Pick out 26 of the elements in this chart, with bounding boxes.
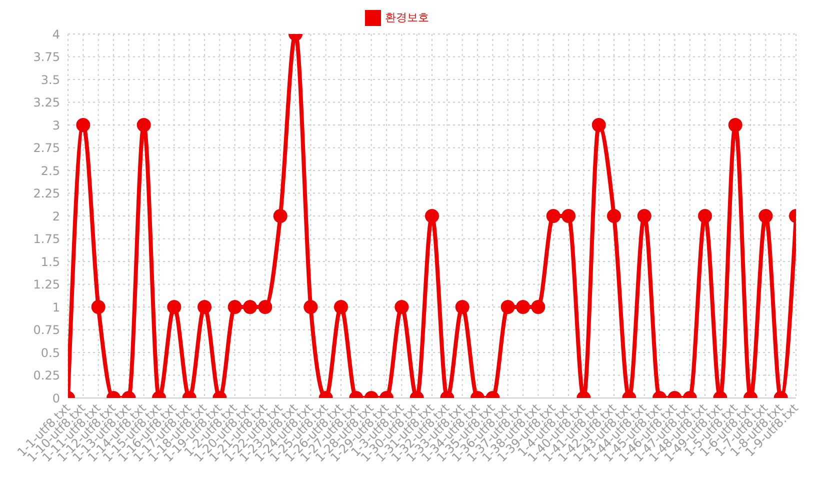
point (425, 209, 439, 223)
point (637, 209, 652, 223)
y-tick-label: 0.5 (40, 346, 60, 360)
point (273, 209, 288, 223)
point (758, 209, 773, 223)
y-tick-label: 3.75 (33, 50, 60, 64)
y-tick-label: 1 (52, 300, 60, 314)
y-tick-label: 1.5 (40, 254, 60, 269)
y-tick-label: 3 (52, 118, 60, 132)
y-tick-label: 2.5 (40, 164, 60, 178)
y-tick-label: 1.25 (33, 278, 60, 292)
y-tick-label: 2.25 (33, 186, 60, 201)
point (698, 209, 712, 223)
y-tick-label: 3.5 (40, 72, 60, 87)
y-tick-label: 2 (52, 209, 60, 224)
y-tick-label: 4 (52, 27, 60, 42)
y-tick-label: 3.25 (33, 96, 60, 110)
point (562, 209, 576, 223)
point (607, 209, 621, 223)
legend-label: 환경보호 (385, 11, 429, 24)
y-tick-label: 1.75 (33, 232, 60, 246)
y-tick-label: 0 (52, 391, 60, 406)
y-tick-label: 0.75 (33, 323, 60, 338)
point (546, 209, 560, 223)
y-tick-label: 2.75 (33, 141, 60, 156)
y-tick-label: 0.25 (33, 368, 60, 383)
